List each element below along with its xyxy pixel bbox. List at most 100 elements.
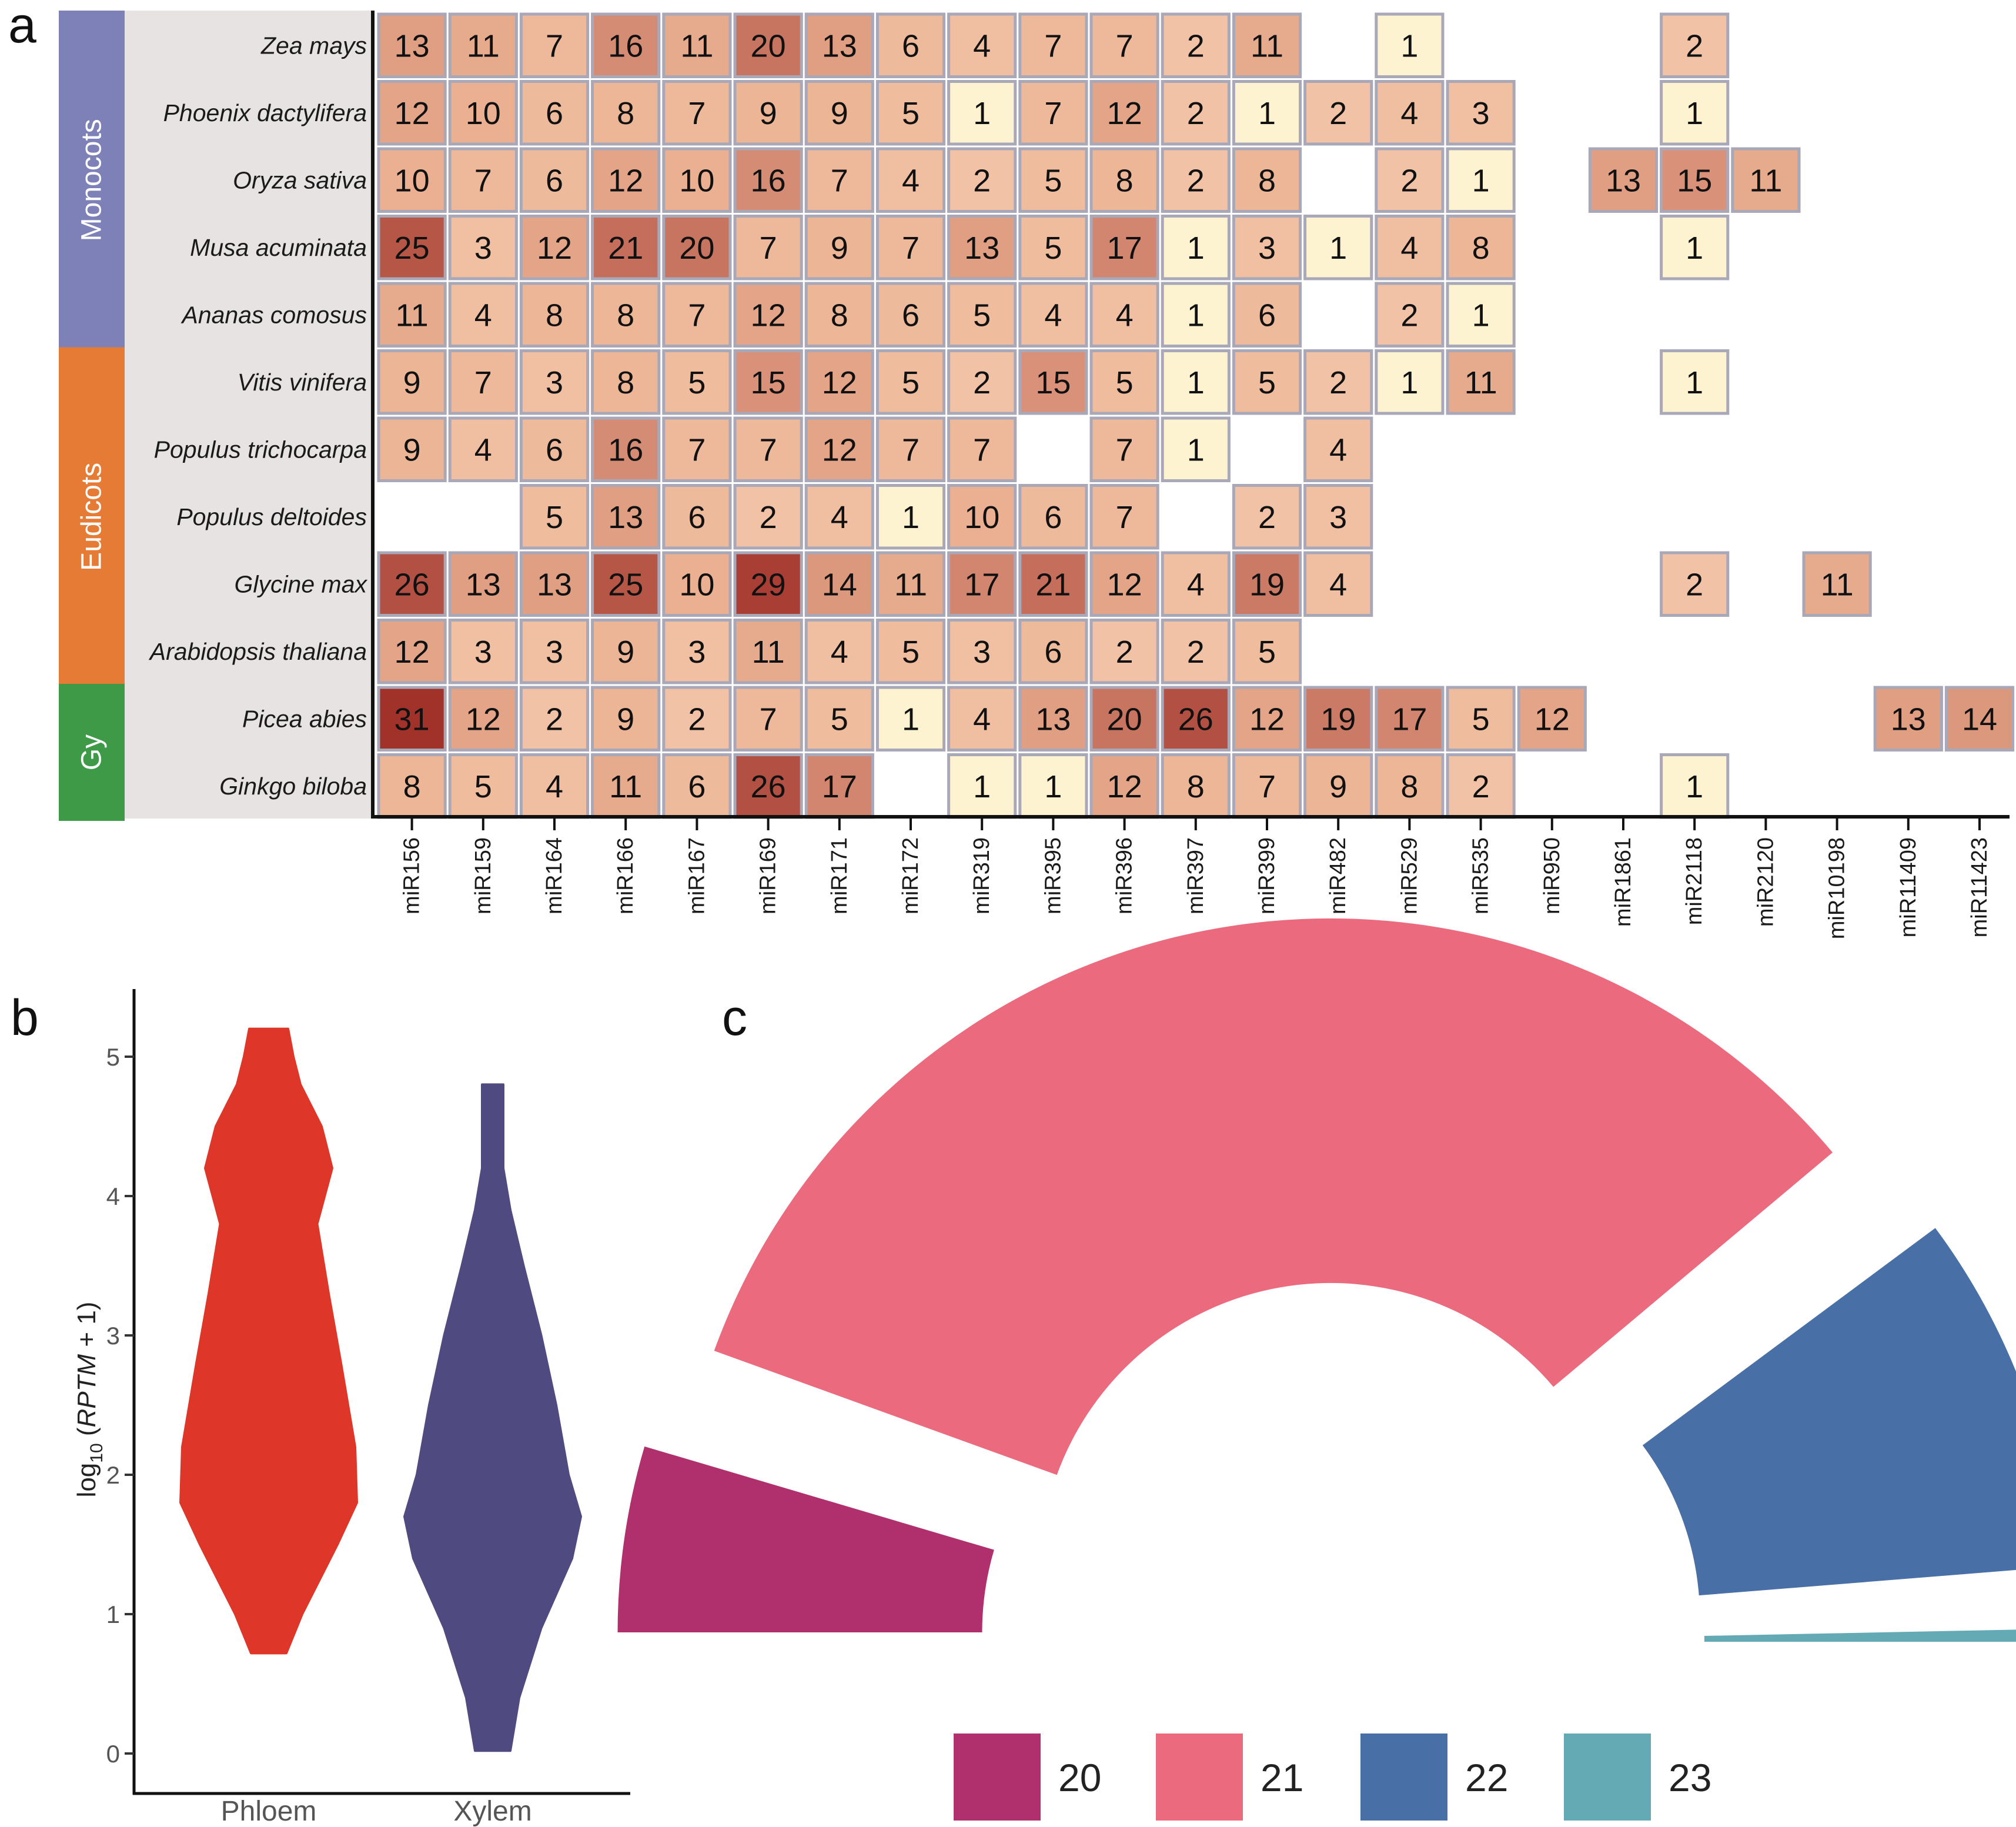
heatmap-cell-value: 7 bbox=[1258, 769, 1276, 804]
heatmap-row-labels: Zea mays Phoenix dactylifera Oryza sativa M… bbox=[148, 32, 368, 800]
heatmap-cell bbox=[1375, 12, 1445, 78]
heatmap-cell-value: 11 bbox=[1821, 567, 1854, 602]
heatmap-cell bbox=[947, 686, 1017, 751]
heatmap-cell bbox=[377, 416, 447, 482]
heatmap-cell bbox=[448, 619, 518, 684]
heatmap-cell-value: 1 bbox=[1472, 163, 1490, 198]
column-label: miR171 bbox=[827, 837, 852, 914]
heatmap-cell bbox=[1089, 147, 1159, 213]
heatmap-cell bbox=[448, 416, 518, 482]
heatmap-cell-value: 12 bbox=[822, 365, 857, 400]
heatmap-cell-value: 1 bbox=[1686, 96, 1703, 131]
heatmap-cell-value: 21 bbox=[1035, 567, 1071, 602]
y-tick-label: 4 bbox=[106, 1183, 120, 1210]
heatmap-cell-value: 16 bbox=[608, 28, 643, 64]
heatmap-cell bbox=[448, 551, 518, 617]
heatmap-cell-value: 12 bbox=[608, 163, 643, 198]
heatmap-cell-value: 2 bbox=[546, 702, 563, 737]
heatmap-cell bbox=[875, 282, 946, 348]
heatmap-cell-value: 7 bbox=[546, 28, 563, 64]
heatmap-cell-value: 12 bbox=[394, 634, 430, 670]
heatmap-cell bbox=[947, 215, 1017, 280]
heatmap-cell bbox=[1303, 349, 1373, 415]
heatmap-cell-value: 1 bbox=[1187, 365, 1205, 400]
heatmap-cell bbox=[1161, 349, 1231, 415]
heatmap-cell-value: 15 bbox=[751, 365, 786, 400]
y-tick-label: 0 bbox=[106, 1740, 120, 1768]
group-bar-eudicots bbox=[59, 347, 125, 686]
y-tick-label: 2 bbox=[106, 1461, 120, 1489]
heatmap-group-bars: Monocots Eudicots Gy bbox=[59, 11, 125, 821]
heatmap-cell bbox=[377, 753, 447, 819]
heatmap-cell-value: 7 bbox=[760, 432, 777, 467]
heatmap-cell-value: 8 bbox=[403, 769, 421, 804]
heatmap-cell bbox=[875, 80, 946, 146]
violin-phloem bbox=[179, 1027, 358, 1655]
heatmap-cell-value: 9 bbox=[1329, 769, 1347, 804]
heatmap-cell-value: 1 bbox=[973, 769, 991, 804]
heatmap-cell bbox=[662, 551, 732, 617]
heatmap-cell bbox=[448, 215, 518, 280]
heatmap-cell-value: 7 bbox=[474, 365, 492, 400]
heatmap-cell-value: 2 bbox=[1187, 163, 1205, 198]
heatmap-cell bbox=[1161, 80, 1231, 146]
heatmap-cell-value: 2 bbox=[688, 702, 706, 737]
heatmap-cell bbox=[947, 80, 1017, 146]
column-label: miR1861 bbox=[1611, 837, 1636, 927]
violin-y-ticks: 0 1 2 3 4 5 bbox=[106, 1043, 134, 1768]
heatmap-cell bbox=[947, 147, 1017, 213]
heatmap-cell bbox=[1660, 551, 1730, 617]
heatmap-cell bbox=[1089, 416, 1159, 482]
heatmap-cell bbox=[591, 80, 661, 146]
heatmap-cell-value: 11 bbox=[1749, 163, 1782, 198]
heatmap-cell-value: 2 bbox=[1187, 28, 1205, 64]
species-label-background bbox=[125, 11, 372, 819]
heatmap-cell bbox=[591, 619, 661, 684]
heatmap-cell-value: 7 bbox=[1116, 500, 1134, 535]
donut-slice-20 bbox=[617, 1446, 994, 1633]
species-label: Zea mays bbox=[260, 32, 367, 59]
heatmap-cell bbox=[804, 619, 874, 684]
heatmap-cell-value: 11 bbox=[752, 634, 785, 670]
heatmap-cell-value: 11 bbox=[1465, 365, 1497, 400]
heatmap-cell bbox=[1232, 147, 1302, 213]
heatmap-cell-value: 12 bbox=[1107, 769, 1142, 804]
heatmap-cell-value: 7 bbox=[760, 231, 777, 266]
heatmap-cell-value: 19 bbox=[1249, 567, 1285, 602]
species-label: Oryza sativa bbox=[233, 166, 367, 193]
column-label: miR169 bbox=[756, 837, 781, 914]
heatmap-cell bbox=[519, 215, 590, 280]
heatmap-cell-value: 11 bbox=[396, 298, 429, 333]
violin-x-labels: Phloem Xylem bbox=[221, 1796, 532, 1827]
heatmap-cell bbox=[377, 349, 447, 415]
heatmap-cell bbox=[1446, 282, 1516, 348]
heatmap-cell-value: 5 bbox=[1258, 634, 1276, 670]
heatmap-cell-value: 4 bbox=[474, 298, 492, 333]
heatmap-cell-value: 2 bbox=[1400, 163, 1418, 198]
legend-label-20: 20 bbox=[1058, 1756, 1101, 1799]
heatmap-cell-value: 2 bbox=[973, 163, 991, 198]
panel-label-a: a bbox=[8, 0, 36, 54]
heatmap-cell-value: 8 bbox=[1187, 769, 1205, 804]
heatmap-cell bbox=[875, 686, 946, 751]
heatmap-cell-value: 12 bbox=[822, 432, 857, 467]
heatmap-cell-value: 11 bbox=[1251, 28, 1283, 64]
heatmap-cell bbox=[1232, 282, 1302, 348]
heatmap-cell bbox=[662, 12, 732, 78]
heatmap-cell-value: 3 bbox=[688, 634, 706, 670]
heatmap-cell-value: 4 bbox=[1329, 567, 1347, 602]
heatmap-cell bbox=[1089, 12, 1159, 78]
heatmap-cell-value: 17 bbox=[822, 769, 857, 804]
heatmap-cell bbox=[519, 12, 590, 78]
heatmap-cell-value: 6 bbox=[688, 500, 706, 535]
heatmap-cell-value: 3 bbox=[474, 634, 492, 670]
heatmap-cell-value: 7 bbox=[474, 163, 492, 198]
heatmap-cell bbox=[1660, 12, 1730, 78]
heatmap-cell-value: 12 bbox=[466, 702, 501, 737]
heatmap-cell bbox=[733, 215, 803, 280]
heatmap-cell bbox=[377, 282, 447, 348]
heatmap-cell-value: 12 bbox=[1107, 567, 1142, 602]
species-label: Vitis vinifera bbox=[238, 369, 367, 396]
heatmap-cell-value: 1 bbox=[1329, 231, 1347, 266]
species-label: Phoenix dactylifera bbox=[163, 99, 367, 126]
